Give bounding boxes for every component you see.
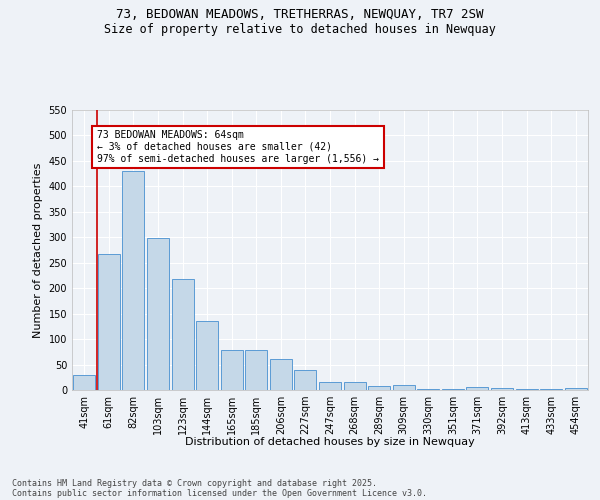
- Bar: [417, 389, 439, 390]
- Text: Contains HM Land Registry data © Crown copyright and database right 2025.: Contains HM Land Registry data © Crown c…: [12, 478, 377, 488]
- Bar: [270, 360, 292, 390]
- Bar: [147, 238, 169, 390]
- Bar: [295, 370, 316, 390]
- Bar: [245, 350, 268, 390]
- Bar: [344, 382, 365, 390]
- Bar: [368, 386, 390, 390]
- Bar: [515, 389, 538, 390]
- Bar: [565, 388, 587, 390]
- Bar: [466, 388, 488, 390]
- Bar: [98, 254, 120, 390]
- Bar: [172, 279, 194, 390]
- Bar: [442, 389, 464, 390]
- Bar: [73, 374, 95, 390]
- Text: Size of property relative to detached houses in Newquay: Size of property relative to detached ho…: [104, 22, 496, 36]
- Text: 73, BEDOWAN MEADOWS, TRETHERRAS, NEWQUAY, TR7 2SW: 73, BEDOWAN MEADOWS, TRETHERRAS, NEWQUAY…: [116, 8, 484, 20]
- Bar: [540, 389, 562, 390]
- Bar: [221, 350, 243, 390]
- Bar: [196, 322, 218, 390]
- Y-axis label: Number of detached properties: Number of detached properties: [33, 162, 43, 338]
- Bar: [491, 388, 513, 390]
- Bar: [122, 171, 145, 390]
- Text: Contains public sector information licensed under the Open Government Licence v3: Contains public sector information licen…: [12, 488, 427, 498]
- Text: 73 BEDOWAN MEADOWS: 64sqm
← 3% of detached houses are smaller (42)
97% of semi-d: 73 BEDOWAN MEADOWS: 64sqm ← 3% of detach…: [97, 130, 379, 164]
- Bar: [319, 382, 341, 390]
- Bar: [392, 385, 415, 390]
- X-axis label: Distribution of detached houses by size in Newquay: Distribution of detached houses by size …: [185, 437, 475, 447]
